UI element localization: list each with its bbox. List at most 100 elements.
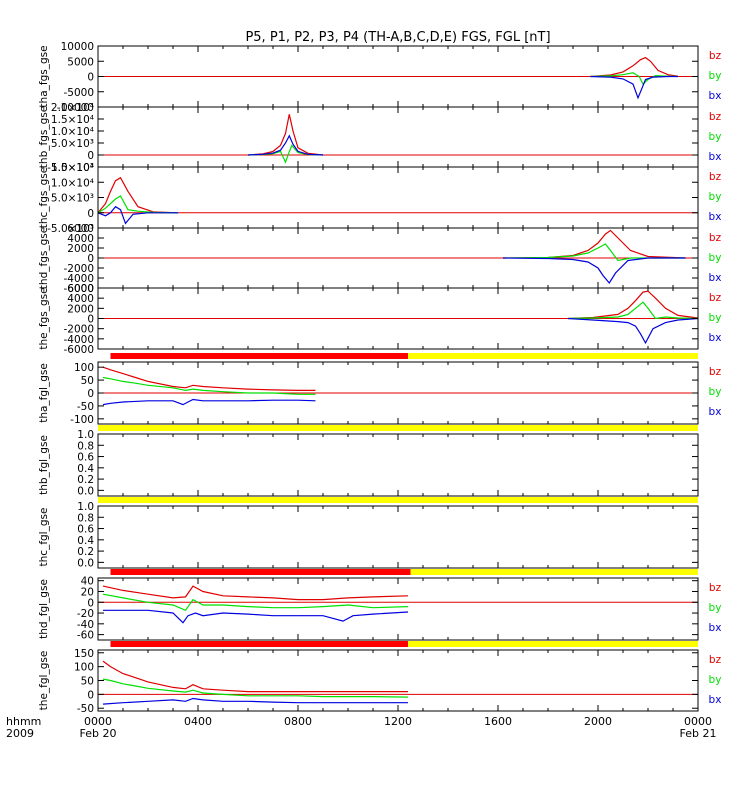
- panel-frame: [97, 505, 699, 569]
- status-bar-segment: [408, 641, 698, 647]
- x-tick-label: 1600: [484, 715, 512, 728]
- y-tick-label: 6000: [67, 283, 94, 295]
- y-axis-label: thb_fgs_gse: [38, 106, 50, 168]
- series-line-by: [102, 376, 316, 395]
- legend-item-bz: bz: [709, 50, 722, 62]
- y-tick-label: -4000: [63, 334, 94, 346]
- y-axis-label: thd_fgl_gse: [38, 579, 50, 639]
- series-line-bx: [102, 697, 408, 705]
- series-line-bz: [102, 660, 408, 693]
- x-tick-sublabel: Feb 20: [80, 727, 117, 740]
- y-tick-label: 1.0×10⁴: [51, 126, 94, 138]
- y-tick-label: 0.6: [77, 524, 94, 536]
- y-tick-label: 50: [81, 375, 94, 387]
- y-tick-label: 0.0: [77, 485, 94, 497]
- status-bar-segment: [110, 353, 408, 359]
- y-tick-label: 100: [74, 362, 94, 374]
- status-bar-segment: [98, 425, 698, 431]
- y-tick-label: 2000: [67, 303, 94, 315]
- series-line-bz: [567, 290, 699, 320]
- series-line-bx: [97, 205, 178, 225]
- y-tick-label: 1.0×10⁴: [51, 177, 94, 189]
- panel-tha_fgs_gse: 10000 5000 0 -5000 -10000 tha_fgs_gse bz by bx: [38, 41, 722, 114]
- panel-frame: [97, 649, 699, 712]
- y-tick-label: -10000: [57, 102, 94, 114]
- x-tick-label: 0000: [84, 715, 112, 728]
- series-line-bx: [247, 134, 324, 156]
- y-tick-label: 0.4: [77, 535, 94, 547]
- legend-item-bx: bx: [709, 694, 722, 706]
- legend-item-bx: bx: [709, 406, 722, 418]
- legend-item-by: by: [709, 70, 722, 82]
- y-axis-label: the_fgs_gse: [38, 287, 50, 349]
- legend-item-bx: bx: [709, 211, 722, 223]
- legend-item-bz: bz: [709, 654, 722, 666]
- series-line-bx: [590, 75, 678, 100]
- legend-item-by: by: [709, 602, 722, 614]
- y-tick-label: -5.0×10³: [47, 223, 94, 235]
- x-axis-label-hhmm: hhmm: [6, 715, 41, 728]
- y-tick-label: 1.0: [77, 501, 94, 513]
- legend-item-by: by: [709, 191, 722, 203]
- y-tick-label: 0.2: [77, 546, 94, 558]
- y-axis-label: thb_fgl_gse: [38, 435, 50, 495]
- y-tick-label: 1.5×10⁴: [51, 114, 94, 126]
- y-tick-label: 2000: [67, 243, 94, 255]
- series-line-bx: [567, 317, 699, 345]
- y-tick-label: -5.0×10³: [47, 162, 94, 174]
- series-line-bz: [590, 56, 679, 78]
- panel-thc_fgs_gse: 1.5×10⁴ 1.0×10⁴ 5.0×10³ 0 -5.0×10³thc_fgs_gs…: [38, 162, 722, 235]
- legend-item-bz: bz: [709, 292, 722, 304]
- status-bar-segment: [98, 497, 698, 503]
- y-tick-label: -50: [77, 703, 94, 715]
- legend-item-bx: bx: [709, 151, 722, 163]
- y-tick-label: 5.0×10³: [51, 193, 94, 205]
- y-tick-label: 0: [87, 689, 94, 701]
- panel-thb_fgs_gse: 2.0×10⁴1.5×10⁴1.0×10⁴5.0×10³0-5.0×10³thb…: [38, 102, 722, 174]
- y-axis-label: thd_fgs_gse: [38, 227, 50, 289]
- x-tick-sublabel: Feb 21: [680, 727, 717, 740]
- y-tick-label: 5.0×10³: [51, 138, 94, 150]
- y-tick-label: -6000: [63, 344, 94, 356]
- y-tick-label: 20: [81, 586, 94, 598]
- legend-item-by: by: [709, 131, 722, 143]
- series-line-by: [567, 301, 699, 320]
- y-tick-label: 40: [81, 576, 94, 588]
- legend-item-bx: bx: [709, 622, 722, 634]
- legend-item-by: by: [709, 386, 722, 398]
- panel-frame: [97, 106, 699, 168]
- y-tick-label: -2000: [63, 263, 94, 275]
- x-tick-label: 2000: [584, 715, 612, 728]
- legend-item-bx: bx: [709, 272, 722, 284]
- legend-item-by: by: [709, 252, 722, 264]
- y-tick-label: 10000: [61, 41, 94, 53]
- y-tick-label: 150: [74, 648, 94, 660]
- panel-thc_fgl_gse: 1.00.80.60.40.20.0 thc_fgl_gse: [38, 497, 699, 569]
- legend-item-bz: bz: [709, 111, 722, 123]
- legend-item-bz: bz: [709, 366, 722, 378]
- legend-item-by: by: [709, 312, 722, 324]
- series-line-bx: [502, 257, 686, 285]
- y-axis-label: the_fgl_gse: [38, 651, 50, 711]
- x-tick-label: 0800: [284, 715, 312, 728]
- series-line-by: [97, 195, 179, 214]
- series-line-by: [590, 72, 679, 86]
- y-tick-label: 0.6: [77, 452, 94, 464]
- series-line-by: [502, 243, 686, 262]
- y-tick-label: 0: [87, 150, 94, 162]
- status-bar-segment: [408, 353, 698, 359]
- y-tick-label: 0.4: [77, 463, 94, 475]
- series-line-bz: [102, 366, 316, 391]
- panel-thb_fgl_gse: 1.00.80.60.40.20.0 thb_fgl_gse: [38, 425, 699, 497]
- panel-frame: [97, 433, 699, 497]
- y-axis-label: tha_fgs_gse: [38, 45, 50, 107]
- y-axis-label: tha_fgl_gse: [38, 363, 50, 423]
- panel-the_fgl_gse: 150 100 500 -50 the_fgl_gse bz by bx: [38, 641, 722, 715]
- y-tick-label: 0.0: [77, 557, 94, 569]
